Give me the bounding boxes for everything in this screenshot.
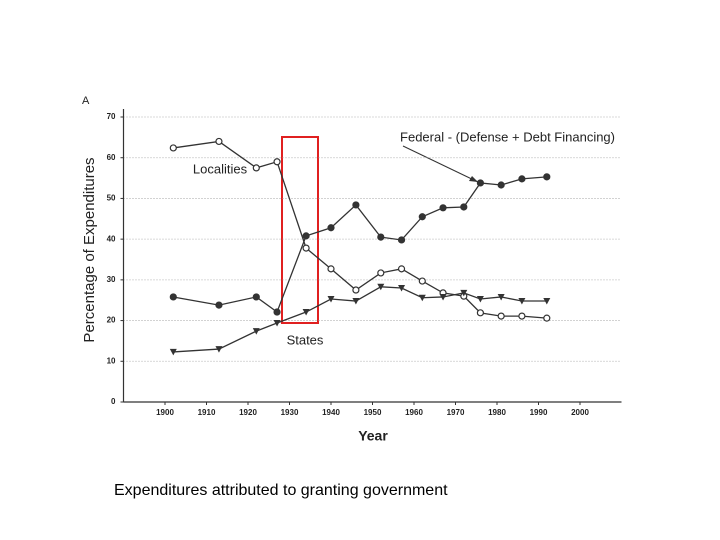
point xyxy=(252,164,260,172)
point xyxy=(397,265,406,273)
x-tick-label: 1970 xyxy=(447,408,465,417)
y-tick-label: 20 xyxy=(107,316,116,325)
x-tick-label: 1960 xyxy=(405,408,423,417)
point xyxy=(327,295,335,303)
point xyxy=(169,144,177,152)
point xyxy=(302,232,310,240)
point xyxy=(215,301,223,309)
x-tick-label: 2000 xyxy=(571,408,589,417)
point xyxy=(169,348,177,356)
point xyxy=(460,289,468,297)
point xyxy=(273,308,281,316)
y-tick-label: 10 xyxy=(107,356,116,365)
y-tick-label: 70 xyxy=(107,112,116,121)
point xyxy=(252,293,260,301)
panel-label: A xyxy=(82,95,90,107)
point xyxy=(377,283,385,291)
point xyxy=(327,224,335,232)
point xyxy=(460,203,468,211)
point xyxy=(439,204,447,212)
point xyxy=(543,173,551,181)
caption: Expenditures attributed to granting gove… xyxy=(114,482,448,499)
y-axis-label: Percentage of Expenditures xyxy=(81,157,98,342)
point xyxy=(476,179,484,187)
point xyxy=(439,293,447,301)
point xyxy=(302,244,310,252)
point xyxy=(398,285,406,292)
x-tick-label: 1900 xyxy=(156,408,174,417)
point xyxy=(518,312,526,320)
point xyxy=(497,312,505,320)
point xyxy=(169,293,177,301)
x-tick-label: 1990 xyxy=(530,408,548,417)
point xyxy=(543,298,551,305)
point xyxy=(518,175,526,183)
chart: A Percentage of Expenditures Year 0 10 20 3… xyxy=(81,95,622,444)
point xyxy=(497,293,505,301)
series-line xyxy=(173,286,547,353)
annotation-arrow xyxy=(402,145,479,183)
highlight-box xyxy=(281,136,319,324)
series-label: States xyxy=(287,332,324,347)
point xyxy=(397,236,406,244)
point xyxy=(377,269,385,277)
point xyxy=(518,298,526,305)
point xyxy=(476,309,484,317)
series-label: Federal - (Defense + Debt Financing) xyxy=(400,129,615,144)
x-axis-label: Year xyxy=(358,428,388,444)
series-label: Localities xyxy=(193,161,248,176)
point xyxy=(215,137,223,146)
point xyxy=(418,213,426,221)
point xyxy=(418,277,426,285)
point xyxy=(352,286,360,294)
point xyxy=(302,309,310,316)
point xyxy=(352,201,360,209)
x-tick-label: 1930 xyxy=(281,408,299,417)
arrow-head xyxy=(469,176,478,182)
point xyxy=(327,265,335,273)
x-tick-label: 1920 xyxy=(239,408,257,417)
x-tick-label: 1940 xyxy=(322,408,340,417)
series-line xyxy=(173,140,547,319)
point xyxy=(543,314,551,322)
point xyxy=(497,181,505,189)
y-tick-label: 60 xyxy=(107,153,116,162)
y-tick-label: 0 xyxy=(111,397,116,406)
point xyxy=(215,346,223,353)
y-tick-label: 30 xyxy=(107,275,116,284)
point xyxy=(418,294,426,302)
y-tick-label: 40 xyxy=(107,234,116,243)
x-tick-label: 1980 xyxy=(488,408,506,417)
point xyxy=(273,158,281,166)
point xyxy=(377,233,385,241)
point xyxy=(252,328,260,335)
point xyxy=(476,295,484,303)
x-tick-label: 1950 xyxy=(364,408,382,417)
point xyxy=(352,298,360,305)
point xyxy=(273,320,281,327)
series-line xyxy=(173,176,547,314)
x-tick-label: 1910 xyxy=(198,408,216,417)
y-tick-label: 50 xyxy=(107,194,116,203)
